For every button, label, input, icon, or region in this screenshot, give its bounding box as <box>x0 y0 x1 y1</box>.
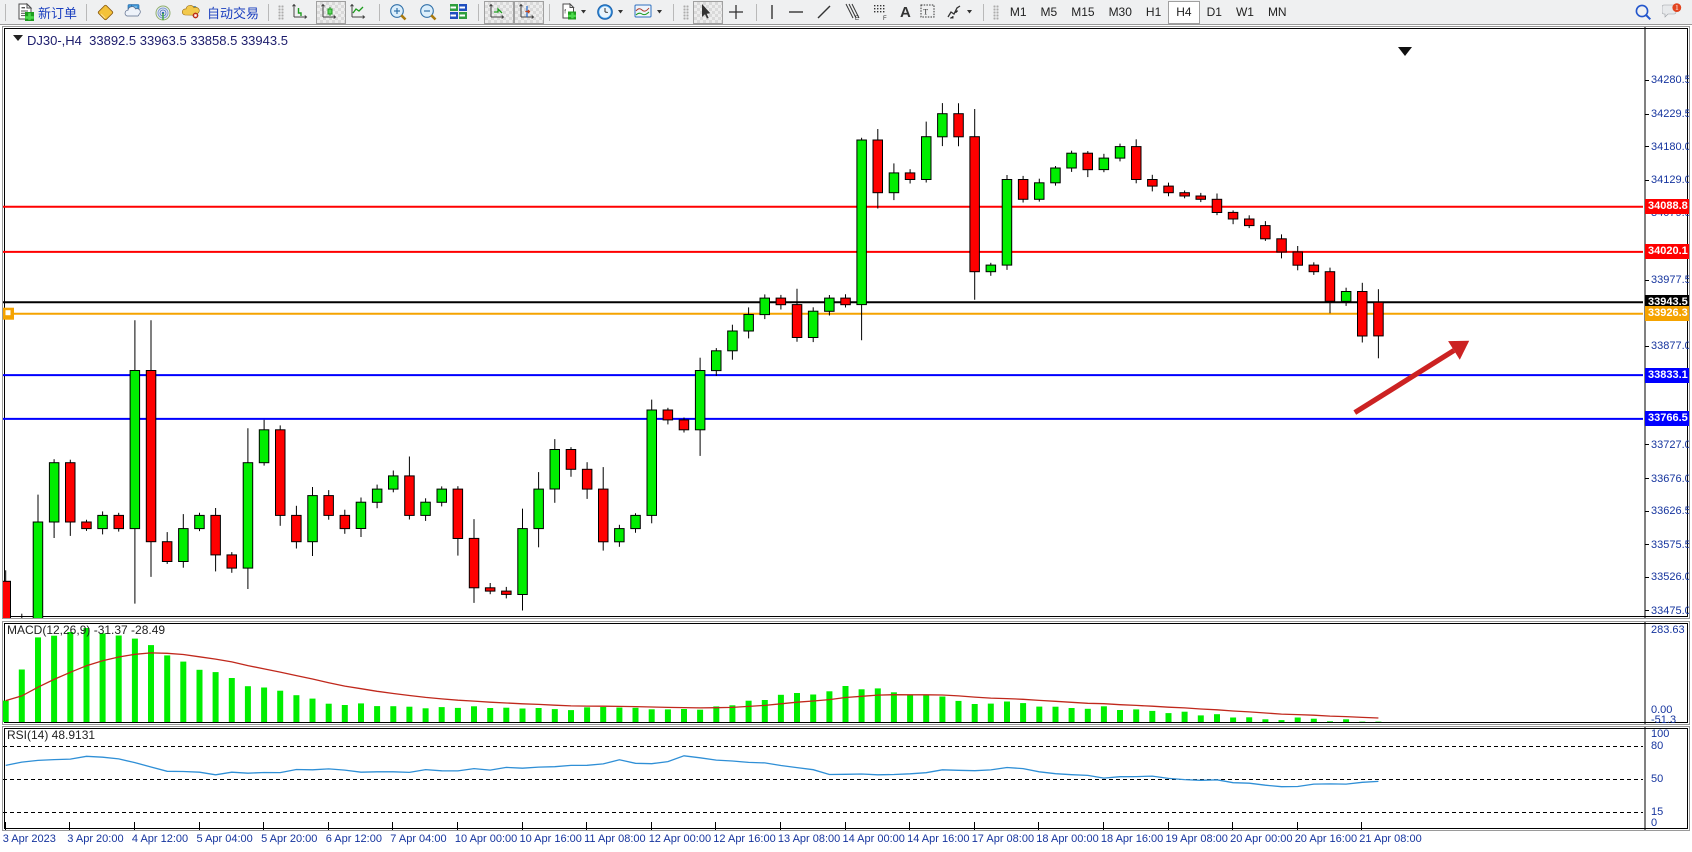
svg-text:E: E <box>855 16 859 21</box>
svg-text:T: T <box>923 8 928 17</box>
svg-text:F: F <box>883 16 887 21</box>
svg-text:1: 1 <box>1675 3 1679 12</box>
